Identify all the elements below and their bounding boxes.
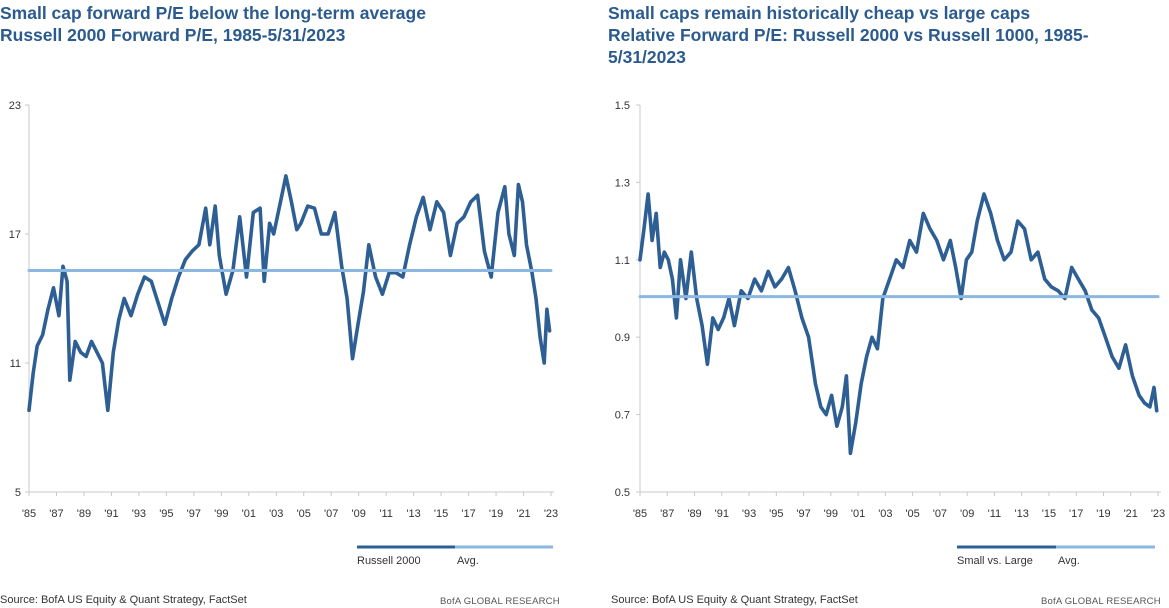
x-tick-label: '21 (516, 508, 530, 520)
x-tick-label: '19 (1096, 508, 1110, 520)
y-tick-label: 0.9 (615, 332, 630, 344)
x-tick-label: '09 (960, 508, 974, 520)
source-note: Source: BofA US Equity & Quant Strategy,… (611, 594, 858, 606)
y-tick-label: 23 (9, 100, 21, 112)
x-tick-label: '03 (878, 508, 892, 520)
legend-label-average: Avg. (1058, 555, 1080, 567)
x-tick-label: '85 (633, 508, 647, 520)
x-tick-label: '13 (406, 508, 420, 520)
x-tick-label: '97 (796, 508, 810, 520)
line-chart: 0.5 0.7 0.9 1.1 1.3 1.5 '85 '87 '89 '91 '93 '95 '97 '… (615, 100, 1165, 567)
x-tick-label: '17 (1069, 508, 1083, 520)
y-tick-label: 17 (9, 229, 21, 241)
series-line (27, 174, 552, 413)
series-line (638, 192, 1159, 456)
legend-label-average: Avg. (457, 555, 479, 567)
x-tick-label: '05 (905, 508, 919, 520)
brand-label: BofA GLOBAL RESEARCH (440, 596, 560, 607)
x-tick-label: '15 (1042, 508, 1056, 520)
x-tick-label: '91 (104, 508, 118, 520)
x-tick-label: '11 (988, 508, 1002, 520)
y-tick-label: 0.5 (615, 487, 630, 499)
chart-subtitle: Relative Forward P/E: Russell 2000 vs Ru… (608, 25, 1089, 67)
legend-label-series: Small vs. Large (957, 555, 1033, 567)
x-tick-label: '05 (297, 508, 311, 520)
x-tick-label: '99 (824, 508, 838, 520)
x-tick-label: '03 (269, 508, 283, 520)
x-tick-label: '11 (379, 508, 393, 520)
x-tick-label: '95 (159, 508, 173, 520)
y-tick-label: 1.1 (615, 255, 630, 267)
x-tick-label: '89 (77, 508, 91, 520)
y-tick-label: 0.7 (615, 410, 630, 422)
x-tick-label: '21 (1124, 508, 1138, 520)
x-tick-label: '89 (687, 508, 701, 520)
x-tick-label: '87 (49, 508, 63, 520)
x-tick-label: '99 (214, 508, 228, 520)
x-tick-label: '23 (544, 508, 558, 520)
x-tick-label: '93 (742, 508, 756, 520)
x-tick-label: '09 (352, 508, 366, 520)
chart-subtitle: Russell 2000 Forward P/E, 1985-5/31/2023 (0, 25, 346, 45)
x-tick-label: '07 (324, 508, 338, 520)
y-tick-label: 11 (10, 358, 21, 370)
x-tick-label: '17 (461, 508, 475, 520)
x-tick-label: '97 (187, 508, 201, 520)
x-tick-label: '85 (22, 508, 36, 520)
chart-title: Small cap forward P/E below the long-ter… (0, 3, 426, 23)
x-tick-label: '87 (660, 508, 674, 520)
chart-title-block: Small cap forward P/E below the long-ter… (0, 2, 426, 46)
x-tick-label: '07 (933, 508, 947, 520)
line-chart: 5 11 17 23 '85 '87 '89 '91 '93 '95 '97 '99 '01 '03 '05… (9, 100, 558, 567)
chart-panel-relative-pe: Small caps remain historically cheap vs … (608, 0, 1169, 608)
y-tick-label: 1.5 (615, 100, 630, 112)
source-note: Source: BofA US Equity & Quant Strategy,… (0, 594, 247, 606)
y-tick-label: 5 (15, 487, 21, 499)
x-tick-label: '93 (132, 508, 146, 520)
chart-panel-pe: Small cap forward P/E below the long-ter… (0, 0, 565, 608)
x-tick-label: '91 (715, 508, 729, 520)
x-tick-label: '01 (851, 508, 865, 520)
y-tick-label: 1.3 (615, 177, 630, 189)
chart-title: Small caps remain historically cheap vs … (608, 3, 1031, 23)
x-tick-label: '23 (1151, 508, 1165, 520)
x-tick-label: '01 (242, 508, 256, 520)
x-tick-label: '95 (769, 508, 783, 520)
x-tick-label: '15 (434, 508, 448, 520)
chart-title-block: Small caps remain historically cheap vs … (608, 2, 1108, 68)
x-tick-label: '13 (1015, 508, 1029, 520)
x-tick-label: '19 (489, 508, 503, 520)
legend-label-series: Russell 2000 (357, 555, 421, 567)
brand-label: BofA GLOBAL RESEARCH (1041, 596, 1161, 607)
